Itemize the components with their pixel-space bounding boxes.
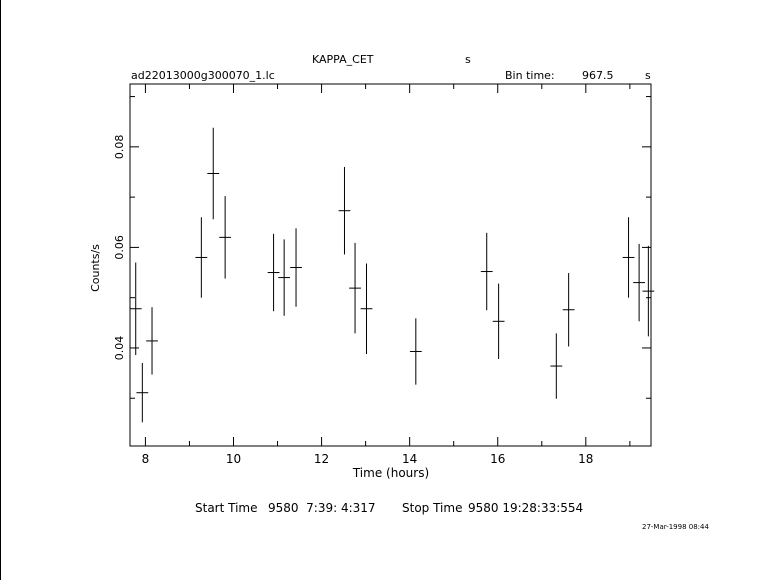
y-axis-label: Counts/s [89,244,102,292]
y-tick-label: 0.06 [113,235,126,260]
x-tick-label: 8 [142,452,150,466]
x-axis-label: Time (hours) [352,466,429,480]
filename-label: ad22013000g300070_1.lc [131,69,275,82]
plot-frame [129,83,652,447]
data-point [550,333,563,399]
axis-ticks [130,84,651,446]
bin-time-value: 967.5 [582,69,614,82]
data-point [562,273,575,347]
data-point [409,318,422,385]
bin-time-label: Bin time: [505,69,555,82]
object-unit: s [465,53,471,66]
data-point [642,245,655,337]
y-tick-label: 0.08 [113,135,126,160]
window-left-edge [0,0,1,580]
data-point [349,242,361,334]
x-tick-label: 16 [490,452,505,466]
start-time-label: Start Time [195,501,258,515]
data-point [146,307,158,375]
data-points [129,127,655,423]
data-point [480,232,493,311]
data-point [207,127,220,220]
x-tick-label: 10 [226,452,241,466]
plot-timestamp: 27-Mar-1998 08:44 [642,523,709,531]
data-point [219,196,232,279]
bin-time-unit: s [645,69,651,82]
stop-time-label: Stop Time [402,501,462,515]
data-point [360,263,373,354]
stop-time-value: 9580 19:28:33:554 [468,501,583,515]
data-point [290,228,302,307]
start-time-value: 9580 7:39: 4:317 [268,501,376,515]
data-point [195,217,208,298]
data-point [136,363,149,423]
data-point [622,217,635,298]
x-tick-label: 12 [314,452,329,466]
data-point [129,262,142,355]
axis-tick-labels: 8 10 12 14 16 18 0.04 0.06 0.08 [113,135,593,466]
data-point [633,243,646,322]
object-name: KAPPA_CET [312,53,374,66]
data-point [338,166,351,255]
data-point [267,233,280,312]
y-tick-label: 0.04 [113,336,126,361]
x-tick-label: 14 [402,452,417,466]
data-point [492,283,505,360]
data-point [278,239,291,316]
x-tick-label: 18 [578,452,593,466]
